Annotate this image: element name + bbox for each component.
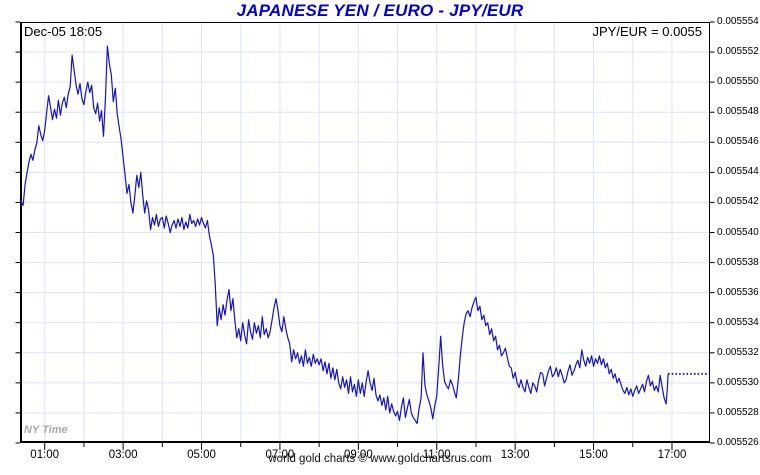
y-axis-label: 0.005550 <box>717 76 759 88</box>
x-axis-label: 03:00 <box>108 449 138 461</box>
y-axis-label: 0.005538 <box>717 256 759 268</box>
x-axis-label: 07:00 <box>265 449 295 461</box>
current-quote-label: JPY/EUR = 0.0055 <box>592 24 702 39</box>
y-axis-label: 0.005544 <box>717 166 759 178</box>
y-axis-label: 0.005534 <box>717 316 759 328</box>
x-axis-label: 15:00 <box>579 449 608 461</box>
page-title: JAPANESE YEN / EURO - JPY/EUR <box>236 1 524 20</box>
y-axis-label: 0.005530 <box>717 376 759 388</box>
x-axis-label: 01:00 <box>30 449 60 461</box>
y-axis-label: 0.005526 <box>717 437 759 448</box>
y-axis-label: 0.005546 <box>717 136 759 148</box>
y-axis-label: 0.005552 <box>717 46 759 58</box>
y-axis-label: 0.005536 <box>717 286 759 298</box>
price-line <box>19 45 669 425</box>
y-axis-label: 0.005548 <box>717 106 759 118</box>
y-axis-label: 0.005528 <box>717 406 759 418</box>
y-axis-label: 0.005532 <box>717 346 759 358</box>
x-axis-label: 09:00 <box>343 449 373 461</box>
y-axis-label: 0.005542 <box>717 196 759 208</box>
x-axis-label: 11:00 <box>422 449 451 461</box>
x-axis-label: 13:00 <box>500 449 530 461</box>
footer-credit: world gold charts © www.goldchartsrus.co… <box>268 453 492 465</box>
y-axis-label: 0.005554 <box>717 16 759 27</box>
date-time-label: Dec-05 18:05 <box>24 24 103 39</box>
x-axis-label: 17:00 <box>657 449 687 461</box>
x-axis-label: 05:00 <box>187 449 216 461</box>
y-axis-label: 0.005540 <box>717 226 759 238</box>
timezone-label: NY Time <box>24 424 68 436</box>
